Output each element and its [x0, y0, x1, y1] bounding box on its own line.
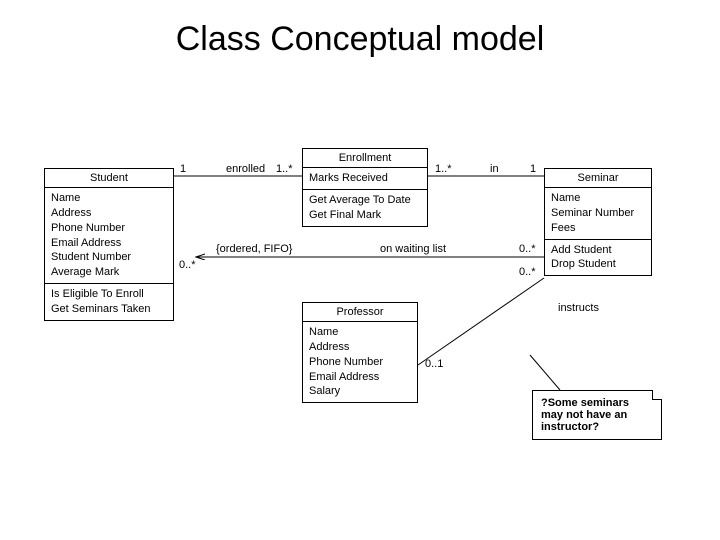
connector-lines — [0, 0, 720, 540]
